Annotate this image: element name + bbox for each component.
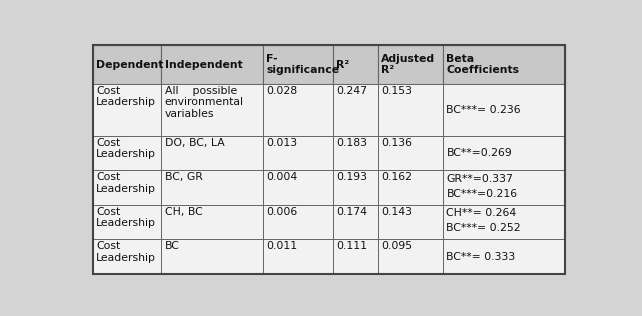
- Text: 0.143: 0.143: [381, 207, 412, 217]
- Text: CH**= 0.264: CH**= 0.264: [446, 209, 517, 218]
- Text: Cost
Leadership: Cost Leadership: [96, 207, 156, 228]
- Text: BC, GR: BC, GR: [165, 172, 203, 182]
- Bar: [92, 239, 161, 274]
- Text: 0.111: 0.111: [336, 241, 367, 251]
- Text: Cost
Leadership: Cost Leadership: [96, 137, 156, 159]
- Text: 0.183: 0.183: [336, 137, 367, 148]
- Text: BC**=0.269: BC**=0.269: [446, 148, 512, 158]
- Bar: [161, 170, 263, 205]
- Bar: [333, 170, 377, 205]
- Bar: [92, 170, 161, 205]
- Bar: [161, 136, 263, 170]
- Text: Adjusted
R²: Adjusted R²: [381, 54, 435, 75]
- Bar: [333, 239, 377, 274]
- Text: BC**= 0.333: BC**= 0.333: [446, 252, 516, 262]
- Text: Beta
Coefficients: Beta Coefficients: [446, 54, 519, 75]
- Text: F-
significance: F- significance: [266, 54, 340, 75]
- Bar: [161, 84, 263, 136]
- Text: 0.004: 0.004: [266, 172, 298, 182]
- Bar: [92, 205, 161, 239]
- Text: Cost
Leadership: Cost Leadership: [96, 86, 156, 107]
- Text: BC: BC: [165, 241, 180, 251]
- Text: All    possible
environmental
variables: All possible environmental variables: [165, 86, 244, 119]
- Bar: [377, 205, 443, 239]
- Bar: [92, 84, 161, 136]
- Text: Dependent: Dependent: [96, 59, 164, 70]
- Bar: [443, 84, 566, 136]
- Text: CH, BC: CH, BC: [165, 207, 202, 217]
- Bar: [161, 239, 263, 274]
- Text: R²: R²: [336, 59, 349, 70]
- Text: 0.006: 0.006: [266, 207, 298, 217]
- Text: BC***= 0.252: BC***= 0.252: [446, 223, 521, 233]
- Bar: [377, 84, 443, 136]
- Bar: [443, 239, 566, 274]
- Bar: [161, 205, 263, 239]
- Bar: [443, 45, 566, 84]
- Bar: [377, 239, 443, 274]
- Bar: [377, 136, 443, 170]
- Bar: [263, 136, 333, 170]
- Bar: [263, 239, 333, 274]
- Bar: [263, 205, 333, 239]
- Text: BC***= 0.236: BC***= 0.236: [446, 105, 521, 115]
- Text: 0.013: 0.013: [266, 137, 297, 148]
- Bar: [377, 170, 443, 205]
- Bar: [443, 170, 566, 205]
- Text: Cost
Leadership: Cost Leadership: [96, 172, 156, 194]
- Bar: [333, 205, 377, 239]
- Text: 0.193: 0.193: [336, 172, 367, 182]
- Bar: [377, 45, 443, 84]
- Bar: [161, 45, 263, 84]
- Bar: [92, 136, 161, 170]
- Text: 0.011: 0.011: [266, 241, 297, 251]
- Bar: [443, 136, 566, 170]
- Bar: [263, 45, 333, 84]
- Bar: [333, 84, 377, 136]
- Bar: [263, 84, 333, 136]
- Text: 0.247: 0.247: [336, 86, 367, 96]
- Bar: [333, 45, 377, 84]
- Bar: [333, 136, 377, 170]
- Text: 0.153: 0.153: [381, 86, 412, 96]
- Text: Cost
Leadership: Cost Leadership: [96, 241, 156, 263]
- Text: 0.028: 0.028: [266, 86, 297, 96]
- Text: 0.174: 0.174: [336, 207, 367, 217]
- Text: 0.162: 0.162: [381, 172, 412, 182]
- Text: DO, BC, LA: DO, BC, LA: [165, 137, 225, 148]
- Bar: [92, 45, 161, 84]
- Text: 0.095: 0.095: [381, 241, 412, 251]
- Text: GR**=0.337: GR**=0.337: [446, 174, 514, 184]
- Bar: [443, 205, 566, 239]
- Text: 0.136: 0.136: [381, 137, 412, 148]
- Text: Independent: Independent: [165, 59, 243, 70]
- Bar: [263, 170, 333, 205]
- Text: BC***=0.216: BC***=0.216: [446, 189, 517, 199]
